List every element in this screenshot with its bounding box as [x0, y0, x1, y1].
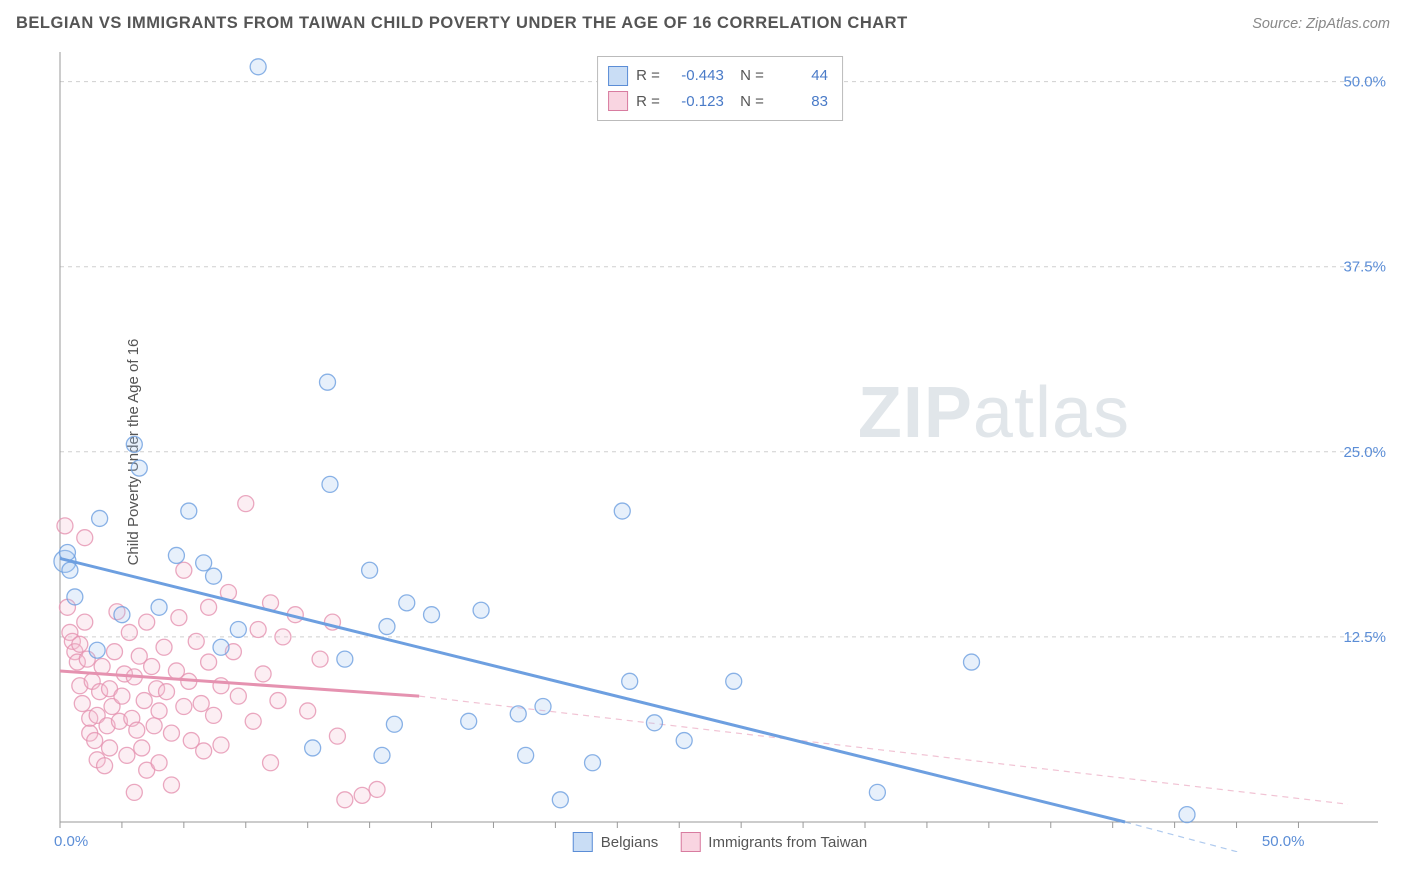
n-label: N = [732, 63, 764, 89]
series-legend: Belgians Immigrants from Taiwan [573, 832, 867, 852]
swatch-icon [680, 832, 700, 852]
legend-label: Belgians [601, 834, 659, 851]
legend-row-taiwan: R = -0.123 N = 83 [608, 89, 828, 115]
legend-label: Immigrants from Taiwan [708, 834, 867, 851]
scatter-svg: 12.5% 25.0% 37.5% 50.0% 0.0% 50.0% [50, 52, 1390, 852]
plot-area: Child Poverty Under the Age of 16 12.5%2… [50, 52, 1390, 852]
swatch-icon [608, 66, 628, 86]
r-value: -0.123 [668, 89, 724, 115]
r-label: R = [636, 63, 660, 89]
legend-item-belgians: Belgians [573, 832, 659, 852]
r-label: R = [636, 89, 660, 115]
svg-text:50.0%: 50.0% [1262, 833, 1305, 850]
svg-text:25.0%: 25.0% [1343, 444, 1386, 461]
svg-text:50.0%: 50.0% [1343, 74, 1386, 91]
chart-source: Source: ZipAtlas.com [1252, 16, 1390, 32]
swatch-icon [573, 832, 593, 852]
r-value: -0.443 [668, 63, 724, 89]
svg-text:12.5%: 12.5% [1343, 629, 1386, 646]
correlation-legend: R = -0.443 N = 44 R = -0.123 N = 83 [597, 56, 843, 121]
n-value: 44 [772, 63, 828, 89]
swatch-icon [608, 91, 628, 111]
legend-item-taiwan: Immigrants from Taiwan [680, 832, 867, 852]
svg-text:37.5%: 37.5% [1343, 259, 1386, 276]
legend-row-belgians: R = -0.443 N = 44 [608, 63, 828, 89]
n-label: N = [732, 89, 764, 115]
n-value: 83 [772, 89, 828, 115]
chart-title: BELGIAN VS IMMIGRANTS FROM TAIWAN CHILD … [16, 14, 908, 33]
svg-text:0.0%: 0.0% [54, 833, 88, 850]
